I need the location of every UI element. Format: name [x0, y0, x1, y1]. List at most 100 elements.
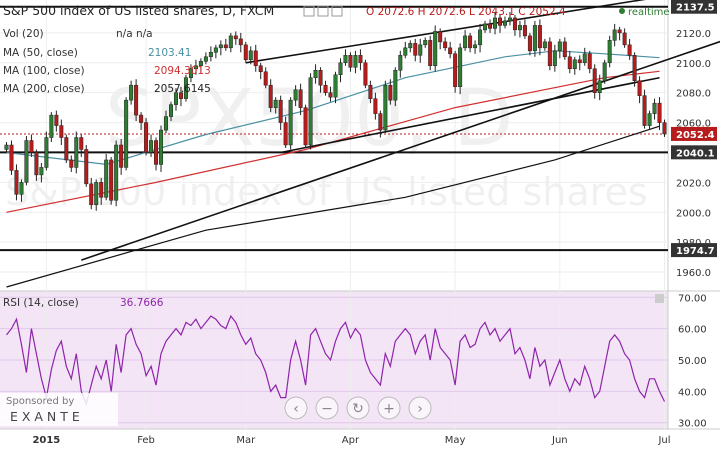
- candle-body: [208, 52, 213, 58]
- zoom-out-icon[interactable]: [315, 396, 339, 420]
- zoom-in-icon-glyph: +: [383, 401, 395, 417]
- candle-body: [39, 167, 44, 176]
- rsi-tick-label: 40.00: [678, 387, 707, 398]
- time-tick-label: May: [445, 435, 466, 446]
- candle-body: [188, 68, 193, 78]
- rsi-grid: [0, 296, 668, 424]
- candle-body: [393, 70, 398, 101]
- candle-body: [597, 80, 602, 93]
- close-icon[interactable]: [331, 5, 343, 17]
- panel-settings-icon[interactable]: [655, 294, 664, 303]
- candle-body: [607, 40, 612, 64]
- candle-body: [29, 140, 34, 153]
- trendline[interactable]: [245, 0, 660, 64]
- candle-body: [308, 77, 313, 146]
- candle-body: [348, 55, 353, 68]
- reset-icon[interactable]: [346, 396, 370, 420]
- forward-icon[interactable]: [408, 396, 432, 420]
- candle-body: [363, 62, 368, 86]
- candle-body: [154, 140, 159, 165]
- back-icon[interactable]: [284, 396, 308, 420]
- zoom-controls[interactable]: ‹ − ↻ + ›: [284, 396, 432, 420]
- candle-body: [223, 44, 228, 49]
- price-badge: [671, 0, 717, 14]
- candle-body: [104, 159, 109, 198]
- candle-body: [99, 182, 104, 198]
- indicator-ma200[interactable]: MA (200, close) 2057.6145: [3, 83, 211, 95]
- candle-body: [388, 84, 393, 101]
- ma-line: [6, 125, 660, 288]
- realtime-dot-icon: [619, 8, 625, 14]
- candle-body: [139, 114, 144, 123]
- indicator-label: MA (50, close): [3, 47, 78, 59]
- candle-body: [587, 53, 592, 70]
- candle-body: [448, 47, 453, 55]
- candle-body: [642, 95, 647, 126]
- candle-body: [358, 55, 363, 64]
- candle-body: [473, 44, 478, 49]
- candle-body: [557, 41, 562, 52]
- candles: [4, 11, 667, 211]
- candle-body: [328, 92, 333, 98]
- candle-body: [49, 114, 54, 138]
- zoom-in-icon[interactable]: [377, 396, 401, 420]
- candle-body: [84, 149, 89, 185]
- price-badge: [671, 243, 717, 258]
- candle-body: [293, 89, 298, 101]
- indicator-label: MA (100, close): [3, 65, 85, 77]
- candle-body: [592, 68, 597, 93]
- indicator-ma50[interactable]: MA (50, close) 2103.41: [3, 47, 191, 59]
- candle-body: [622, 32, 627, 46]
- candle-body: [373, 98, 378, 114]
- realtime-label: realtime: [628, 7, 670, 18]
- price-tick-label: 2020.0: [676, 178, 711, 189]
- candle-body: [423, 40, 428, 46]
- price-badge-label: 1974.7: [676, 246, 715, 257]
- candle-body: [502, 20, 507, 26]
- settings-icon[interactable]: [317, 5, 329, 17]
- price-tick-label: 2060.0: [676, 119, 711, 130]
- candle-body: [547, 41, 552, 67]
- price-tick-label: 2100.0: [676, 59, 711, 70]
- candle-body: [228, 35, 233, 49]
- sponsor-label: Sponsored by: [6, 396, 74, 407]
- hide-icon[interactable]: [303, 5, 315, 17]
- candle-body: [243, 44, 248, 61]
- candle-body: [114, 144, 119, 201]
- candle-body: [577, 59, 582, 64]
- candle-body: [129, 84, 134, 101]
- candle-body: [542, 41, 547, 49]
- candle-body: [278, 99, 283, 123]
- candle-body: [9, 144, 14, 171]
- candle-body: [657, 102, 662, 123]
- sponsor-box[interactable]: Sponsored by E X A N T E: [0, 393, 118, 426]
- candle-body: [144, 122, 149, 153]
- candle-body: [368, 84, 373, 99]
- candle-body: [59, 125, 64, 138]
- candle-body: [288, 99, 293, 146]
- candle-body: [64, 137, 69, 161]
- candle-body: [582, 53, 587, 64]
- price-tick-label: 2120.0: [676, 29, 711, 40]
- candle-body: [193, 65, 198, 70]
- candle-body: [69, 159, 74, 168]
- indicator-vol[interactable]: Vol (20) n/a n/a: [3, 28, 153, 40]
- candle-body: [488, 23, 493, 29]
- candle-body: [517, 25, 522, 31]
- rsi-series: [6, 314, 666, 406]
- price-badge: [671, 145, 717, 160]
- candle-body: [637, 80, 642, 96]
- candle-body: [498, 17, 502, 26]
- candle-body: [74, 137, 79, 168]
- trendline[interactable]: [81, 30, 720, 261]
- candle-body: [463, 35, 468, 49]
- candle-body: [19, 182, 24, 195]
- price-badge-label: 2052.4: [676, 130, 715, 141]
- indicator-ma100[interactable]: MA (100, close) 2094.3013: [3, 65, 211, 77]
- candle-body: [4, 144, 9, 150]
- candle-body: [468, 35, 473, 49]
- candle-body: [119, 144, 124, 168]
- legend-icons[interactable]: [303, 5, 343, 17]
- candle-body: [418, 44, 423, 56]
- candle-body: [263, 71, 268, 86]
